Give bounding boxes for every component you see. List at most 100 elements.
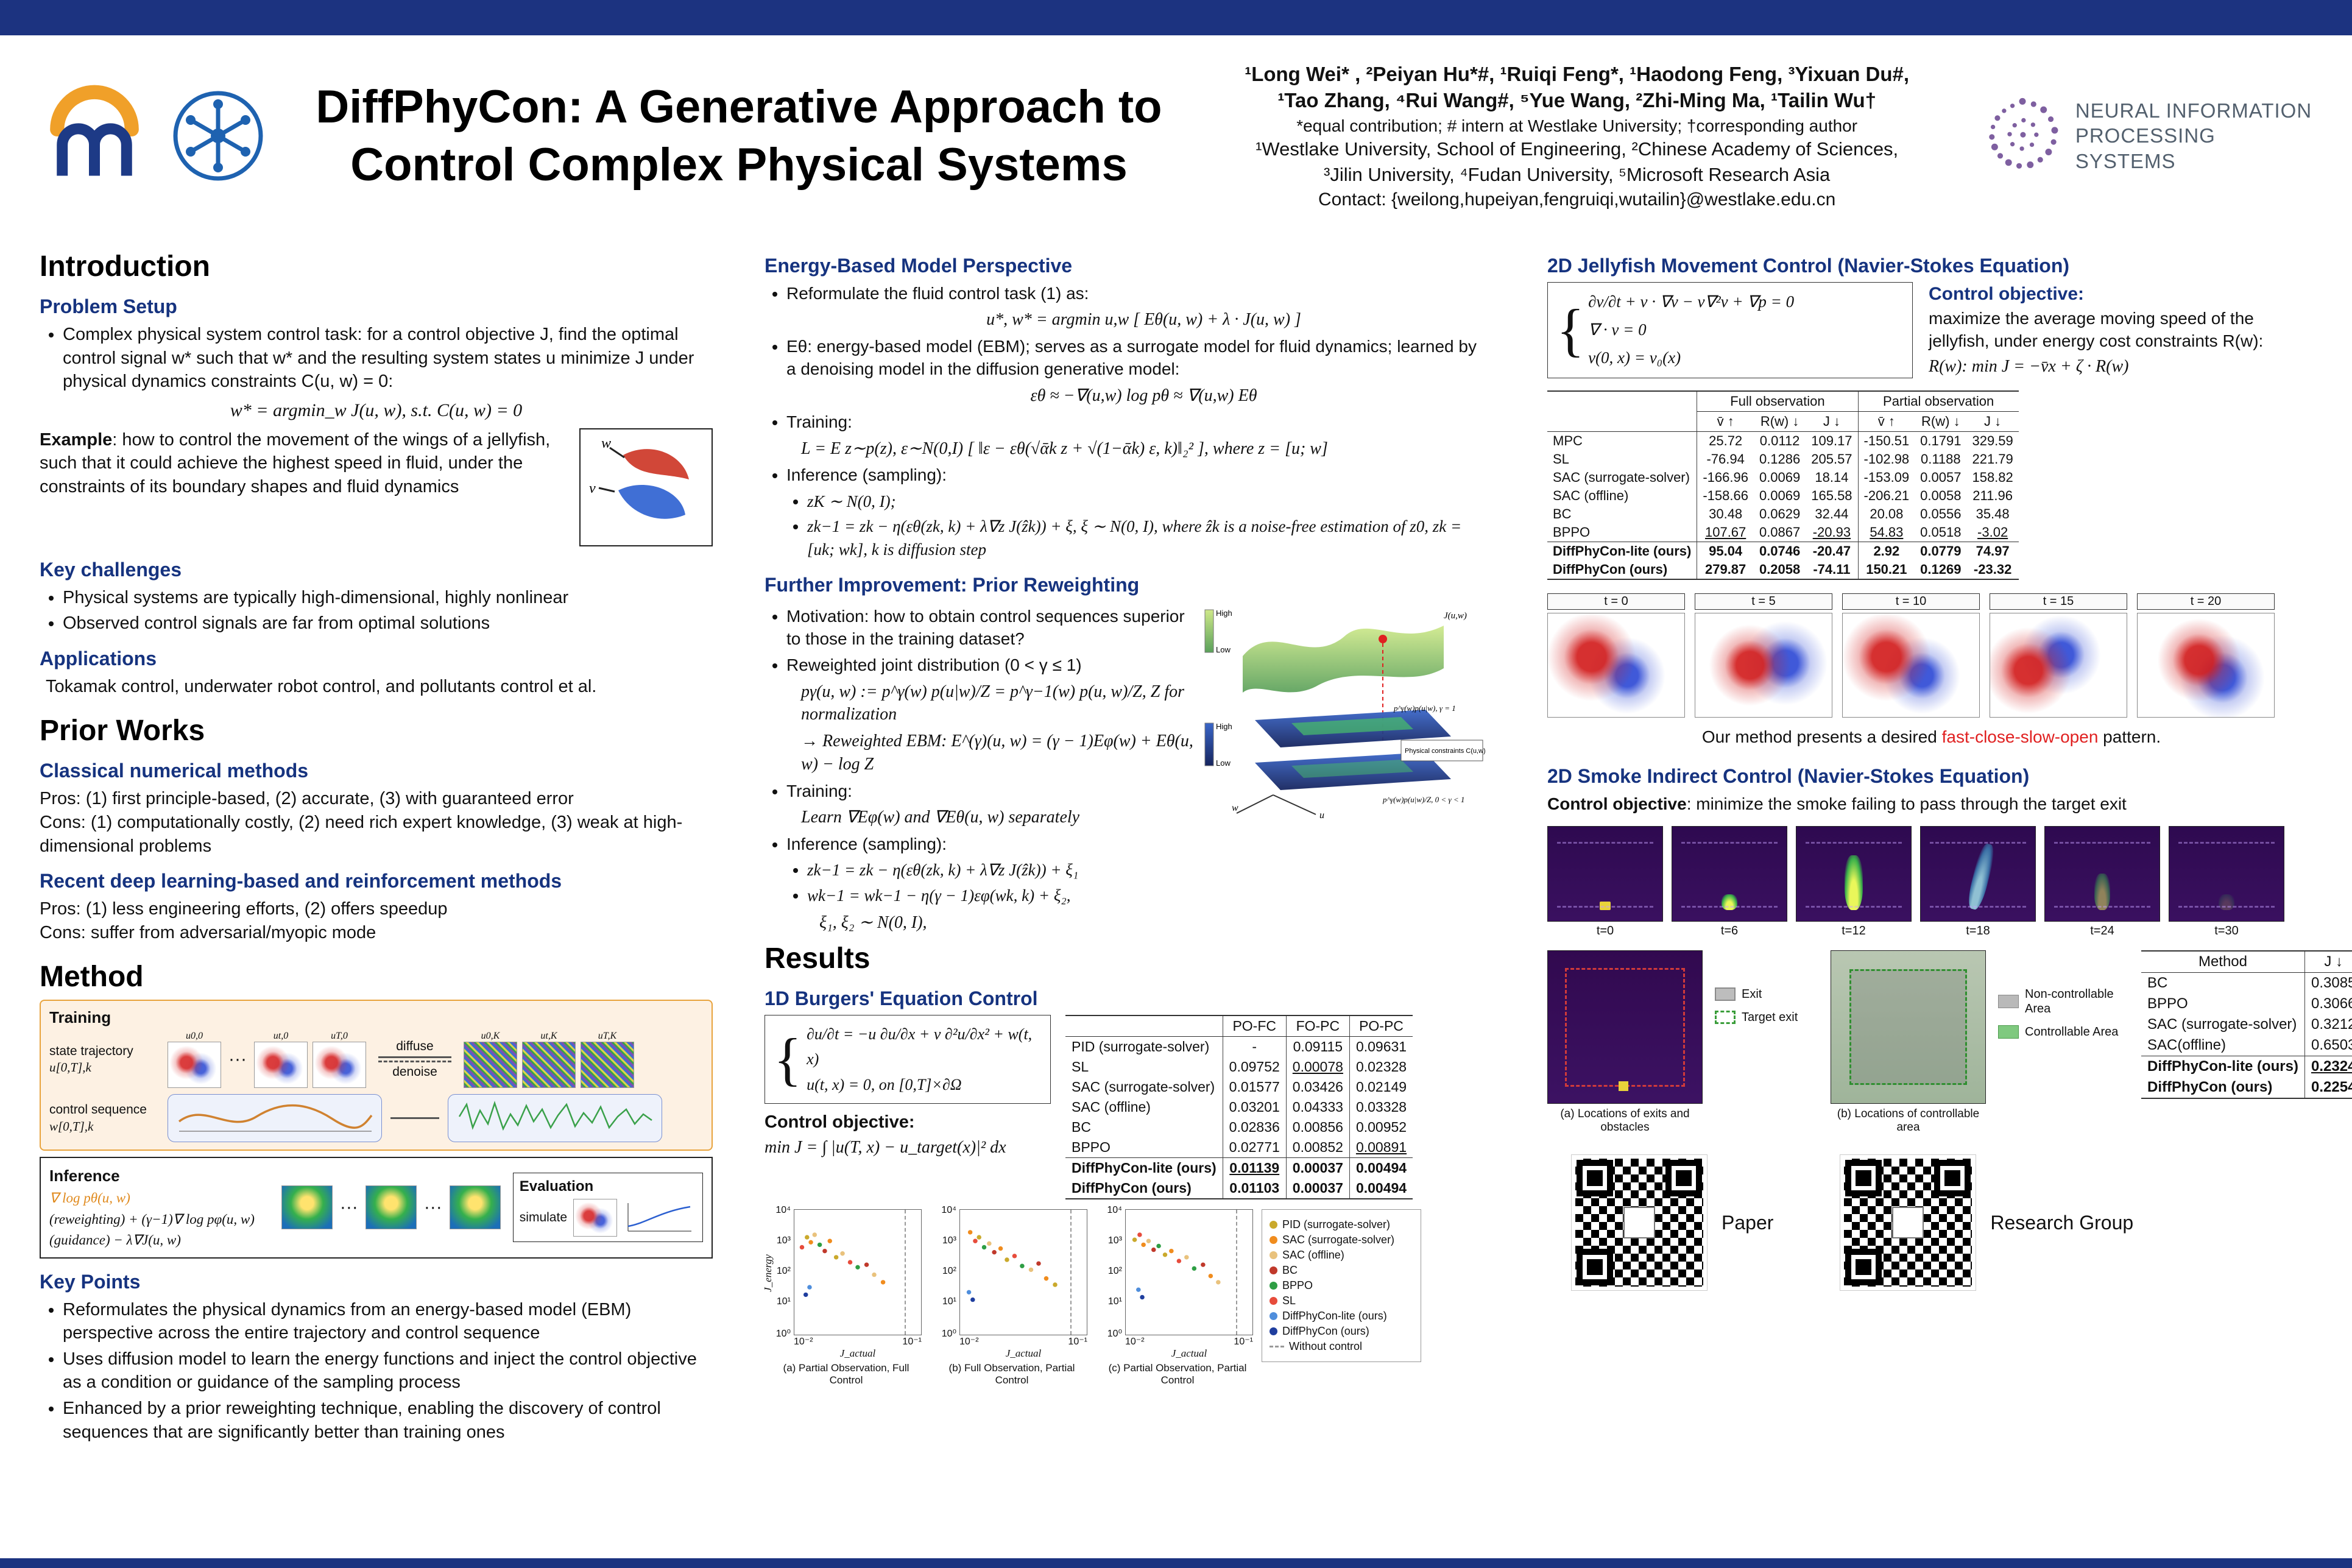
table-row: BC 0.02836 0.00856 0.00952 [1065, 1117, 1413, 1137]
target-exit-swatch [1715, 1011, 1736, 1025]
reweight-training: Learn ∇Eφ(w) and ∇Eθ(u, w) separately [801, 808, 1080, 827]
table-cell: 205.57 [1811, 451, 1852, 467]
table-cell: 0.0112 [1759, 433, 1800, 448]
ebm-formula-2: εθ ≈ −∇(u,w) log pθ ≈ ∇(u,w) Eθ [1030, 386, 1257, 405]
x-axis-label: J_actual [1171, 1347, 1207, 1359]
smoke-sim-frame [2169, 826, 2284, 922]
table-cell: 0.3085 [2304, 972, 2352, 994]
table-cell: -206.21 [1857, 486, 1915, 505]
legend-label: Exit [1742, 987, 1762, 1001]
table-cell: 0.01139 [1222, 1157, 1287, 1178]
table-cell: 0.1188 [1920, 451, 1961, 467]
table-cell: 2.92 [1857, 541, 1915, 560]
group-qr-label: Research Group [1990, 1211, 2134, 1234]
landscape-j-label: J(u,w) [1444, 611, 1467, 621]
scatter-point [966, 1290, 972, 1294]
challenge-item: Physical systems are typically high-dime… [63, 586, 713, 610]
wing-v-label: v [589, 481, 596, 496]
table-cell: -76.94 [1697, 450, 1754, 468]
problem-setup-text: Complex physical system control task: fo… [63, 323, 713, 394]
scatter-point [973, 1238, 978, 1243]
legend-label: PID (surrogate-solver) [1282, 1218, 1391, 1231]
table-header-cell: FO-PC [1285, 1015, 1350, 1037]
table-row: SL -76.94 0.1286 205.57 -102.98 0.1188 221.79 [1547, 450, 2019, 468]
ebm-bullet: Inference (sampling): [786, 464, 1486, 486]
state-thumbnail [253, 1042, 308, 1089]
authors-block: ¹Long Wei* , ²Peiyan Hu*#, ¹Ruiqi Feng*,… [1176, 62, 1978, 210]
problem-formula: w* = argmin_w J(u, w), s.t. C(u, w) = 0 [230, 400, 523, 420]
scatter-point [970, 1297, 975, 1302]
scatter-point [880, 1279, 886, 1285]
table-cell: -166.96 [1697, 468, 1754, 487]
scatter-point [1036, 1260, 1041, 1266]
burgers-heading: 1D Burgers' Equation Control [765, 987, 1038, 1009]
table-cell: 54.83 [1857, 523, 1915, 542]
table-cell: 95.04 [1697, 541, 1754, 560]
wing-w-label: w [601, 436, 611, 451]
ellipsis: ··· [423, 1197, 442, 1218]
frame-time-label: t=30 [2214, 924, 2239, 938]
method-figure: Training state trajectory u[0,T],k u0,0 … [40, 1000, 713, 1259]
logos [37, 78, 302, 194]
table-cell: 150.21 [1857, 560, 1915, 579]
denoise-label: denoise [392, 1065, 437, 1079]
table-cell: 32.44 [1815, 506, 1849, 521]
table-cell: 0.2254 [2304, 1077, 2352, 1099]
scatter-point [872, 1272, 877, 1277]
evaluation-box: Evaluation simulate [512, 1173, 703, 1243]
legend-label: SL [1282, 1294, 1296, 1307]
paper-qr-label: Paper [1722, 1211, 1774, 1234]
x-axis-ticks: 10⁻² 10⁻¹ [794, 1336, 922, 1347]
burgers-pde-line2: u(t, x) = 0, on [0,T]×∂Ω [807, 1075, 962, 1093]
table-header-cell: v̄ ↑ [1857, 411, 1915, 432]
table-cell: 74.97 [1966, 541, 2019, 560]
table-row: SAC(offline) 0.6503 [2141, 1035, 2352, 1056]
legend-swatch [1270, 1235, 1277, 1244]
key-point-item: Reformulates the physical dynamics from … [63, 1298, 713, 1345]
table-header-cell [1547, 390, 1697, 432]
caption-suffix: pattern. [2098, 727, 2161, 746]
ebm-sampling-step: zk−1 = zk − η(εθ(zk, k) + λ∇z J(ẑk)) + ξ… [807, 515, 1486, 562]
problem-setup-heading: Problem Setup [40, 295, 177, 317]
x-axis-ticks: 10⁻² 10⁻¹ [959, 1336, 1087, 1347]
legend-swatch [1270, 1266, 1277, 1274]
table-cell: 0.0069 [1759, 487, 1801, 503]
table-header-cell: R(w) ↓ [1753, 411, 1806, 432]
burgers-pde-box: { ∂u/∂t = −u ∂u/∂x + ν ∂²u/∂x² + w(t, x)… [765, 1014, 1051, 1104]
smoke-heading: 2D Smoke Indirect Control (Navier-Stokes… [1547, 765, 2030, 787]
legend-swatch [1270, 1312, 1277, 1320]
poster-title-line1: DiffPhyCon: A Generative Approach to [316, 81, 1162, 133]
key-point-item: Uses diffusion model to learn the energy… [63, 1347, 713, 1394]
caption-highlight: fast-close-slow-open [1941, 727, 2099, 746]
table-cell: 25.72 [1697, 431, 1754, 450]
table-row: BC 30.48 0.0629 32.44 20.08 0.0556 35.48 [1547, 504, 2019, 523]
legend-label: Controllable Area [2025, 1025, 2119, 1039]
table-row: SAC (offline) 0.03201 0.04333 0.03328 [1065, 1097, 1413, 1117]
sampling-thumbnails: ··· ··· [281, 1185, 501, 1230]
ns-equation-2: ∇ · v = 0 [1588, 320, 1647, 339]
evaluation-curve [627, 1203, 691, 1232]
scatter-plot-c: 10⁴ 10³ 10² 10¹ 10⁰ 10⁻² 10⁻¹ J_actual (c) Pa… [1096, 1205, 1253, 1386]
table-cell: 109.17 [1811, 433, 1852, 448]
brace: { [774, 1026, 802, 1092]
neurips-wordmark: NEURAL INFORMATION PROCESSING SYSTEMS [2075, 98, 2315, 174]
field-thumbnail [449, 1185, 501, 1230]
state-label-text: state trajectory [49, 1044, 133, 1058]
scatter-point [1192, 1266, 1197, 1271]
scatter-point [981, 1245, 987, 1249]
inference-panel: Inference ∇ log pθ(u, w) (reweighting) +… [40, 1157, 713, 1259]
legend-label: SAC (offline) [1282, 1248, 1344, 1261]
scatter-point [1169, 1248, 1174, 1253]
table-cell: 0.01577 [1222, 1076, 1287, 1097]
jellyfish-wing-figure: w v [579, 428, 713, 546]
jellyfish-objective-label: Control objective: [1929, 284, 2085, 304]
diffuse-denoise-arrows: diffuse denoise [378, 1039, 451, 1079]
table-cell: SL [1553, 451, 1569, 467]
legend-label: Target exit [1742, 1011, 1798, 1025]
smoke-maps-row: (a) Locations of exits and obstacles Exi… [1547, 950, 2352, 1134]
table-cell: DiffPhyCon-lite (ours) [2141, 1056, 2305, 1078]
scatter-point [992, 1249, 997, 1254]
burgers-results-table: PO-FC FO-PC PO-PC PID (surrogate-solver)… [1065, 1014, 1413, 1199]
svg-text:Low: Low [1216, 758, 1231, 768]
navier-stokes-box: { ∂v/∂t + v · ∇v − ν∇²v + ∇p = 0 ∇ · v =… [1547, 282, 1913, 378]
